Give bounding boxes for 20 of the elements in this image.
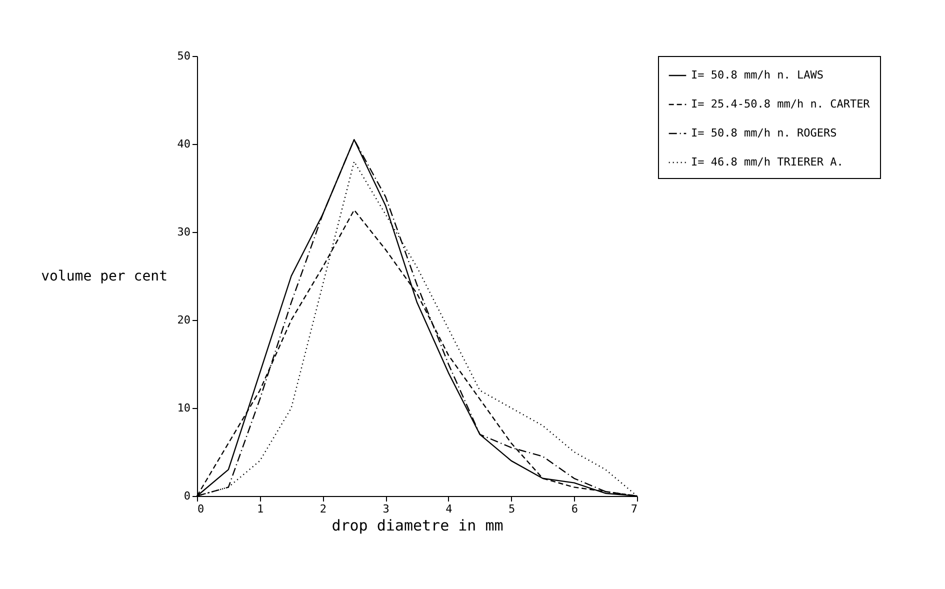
- y-tick-label: 50: [177, 50, 190, 62]
- x-tick-label: 6: [571, 502, 578, 516]
- y-tick-label: 0: [184, 490, 190, 502]
- y-tick-label: 20: [177, 314, 190, 326]
- x-tick-label: 0: [198, 502, 204, 516]
- legend-label: I= 46.8 mm/h TRIERER A.: [691, 156, 844, 168]
- y-tick-label: 30: [177, 226, 190, 238]
- legend-label: I= 50.8 mm/h n. LAWS: [691, 68, 824, 82]
- legend-label: I= 25.4-50.8 mm/h n. CARTER: [691, 98, 870, 110]
- x-tick-label: 4: [446, 502, 453, 516]
- y-axis-title: volume per cent: [41, 268, 168, 284]
- x-tick-label: 3: [382, 502, 390, 516]
- y-tick-label: 10: [177, 402, 190, 414]
- y-tick-label: 40: [177, 138, 190, 150]
- x-tick-label: 2: [320, 502, 327, 516]
- legend-label: I= 50.8 mm/h n. ROGERS: [691, 126, 837, 140]
- x-tick-label: 7: [630, 502, 638, 516]
- x-axis-title: drop diametre in mm: [332, 516, 504, 534]
- x-tick-label: 5: [508, 502, 516, 516]
- x-tick-label: 1: [257, 502, 264, 516]
